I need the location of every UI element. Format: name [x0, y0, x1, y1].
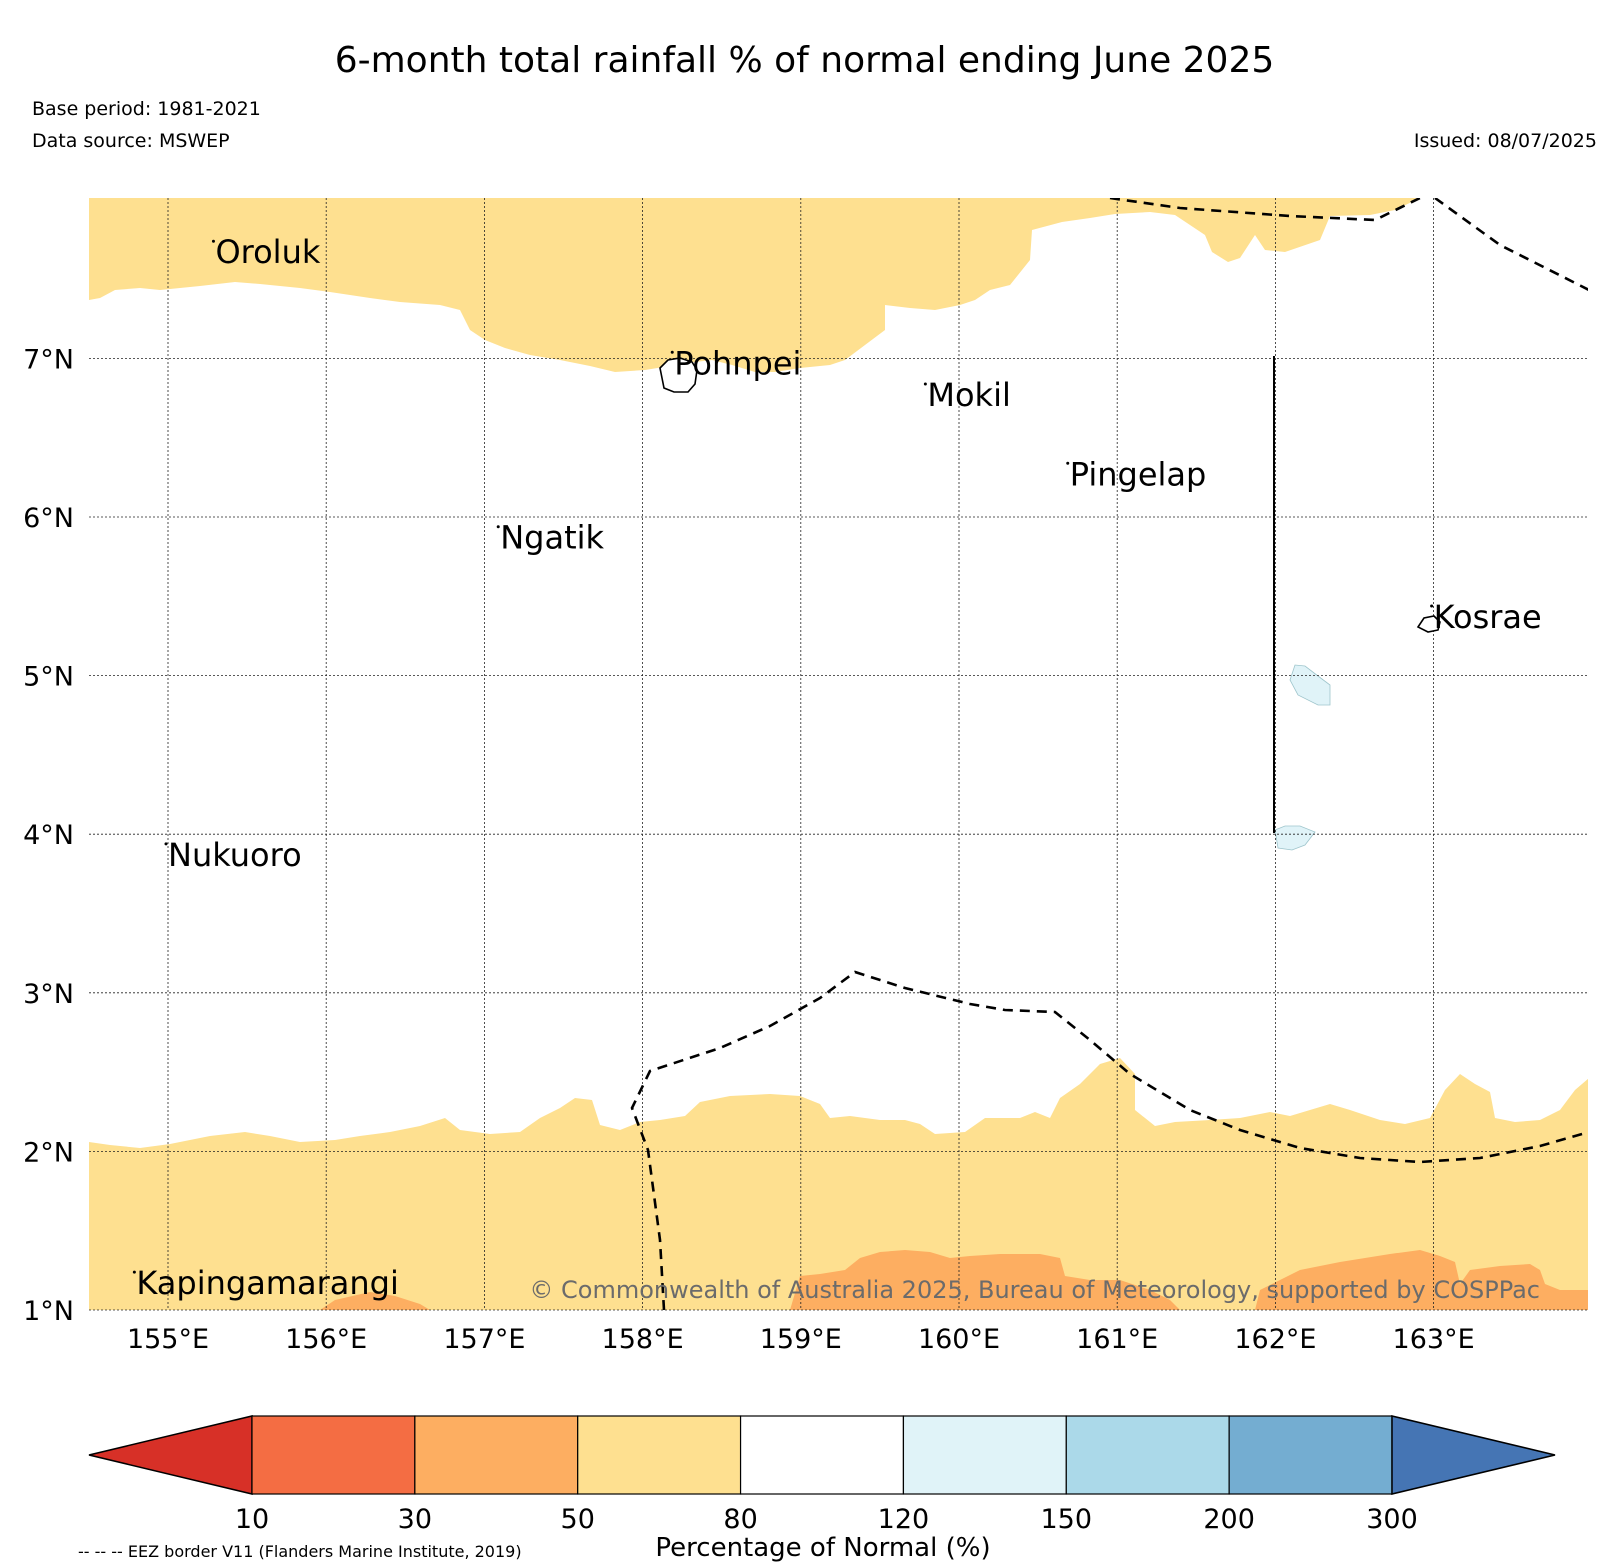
place-label-kapingamarangi: Kapingamarangi — [136, 1264, 398, 1302]
eez-borders — [630, 198, 1588, 1310]
kosrae-island — [1416, 615, 1441, 633]
island-marker — [164, 842, 168, 846]
south-drier-patch-east — [790, 1250, 1180, 1310]
lon-tick-label: 162°E — [1234, 1324, 1316, 1355]
lat-tick-label: 4°N — [23, 820, 74, 851]
wet-patch-upper — [1289, 664, 1331, 706]
legend-tick-label: 80 — [723, 1504, 757, 1535]
place-label-nukuoro: Nukuoro — [168, 836, 302, 874]
lon-tick-label: 156°E — [285, 1324, 367, 1355]
place-label-ngatik: Ngatik — [500, 519, 604, 557]
island-marker — [923, 382, 927, 386]
map-title: 6-month total rainfall % of normal endin… — [334, 40, 1275, 81]
south-drier-patch-west — [320, 1292, 430, 1310]
legend-tick-label: 200 — [1203, 1504, 1255, 1535]
place-labels: Oroluk Pohnpei Mokil Pingelap Ngatik Kosrae Nu… — [132, 233, 1542, 1302]
lat-tick-label: 5°N — [23, 662, 74, 693]
legend-tick-label: 150 — [1041, 1504, 1093, 1535]
eez-border-south — [630, 970, 1588, 1310]
copyright-text: © Commonwealth of Australia 2025, Bureau… — [529, 1276, 1540, 1304]
island-marker — [1430, 604, 1434, 608]
legend-swatch — [251, 1415, 416, 1495]
eez-border-northeast — [1434, 198, 1588, 291]
graticule — [89, 198, 1589, 1311]
legend-tick-label: 10 — [235, 1504, 269, 1535]
island-marker — [132, 1270, 136, 1274]
legend-swatch-above-300 — [1391, 1415, 1556, 1495]
lat-tick-label: 2°N — [23, 1137, 74, 1168]
legend-swatch — [739, 1415, 905, 1495]
longitude-labels: 155°E 156°E 157°E 158°E 159°E 160°E 161°E 162°E… — [127, 1324, 1475, 1355]
lon-tick-label: 157°E — [443, 1324, 525, 1355]
legend-swatch — [902, 1415, 1067, 1495]
pohnpei-island — [659, 357, 698, 393]
lat-tick-label: 1°N — [23, 1296, 74, 1327]
lon-tick-label: 155°E — [127, 1324, 209, 1355]
legend-tick-label: 50 — [561, 1504, 595, 1535]
legend-swatch — [1228, 1415, 1393, 1495]
island-outlines — [659, 357, 1441, 633]
lat-tick-label: 3°N — [23, 979, 74, 1010]
place-label-oroluk: Oroluk — [215, 233, 320, 271]
legend-swatch — [1065, 1415, 1230, 1495]
wet-patch-lower — [1274, 825, 1316, 851]
eez-note: -- -- -- EEZ border V11 (Flanders Marine… — [78, 1542, 522, 1561]
latitude-labels: 1°N 2°N 3°N 4°N 5°N 6°N 7°N — [23, 344, 74, 1327]
legend-swatch-below-10 — [88, 1415, 253, 1495]
legend-label: Percentage of Normal (%) — [655, 1533, 990, 1563]
rainfall-shading — [89, 198, 1588, 1310]
legend-swatch — [414, 1415, 579, 1495]
data-source: Data source: MSWEP — [32, 130, 230, 152]
legend-tick-label: 120 — [878, 1504, 930, 1535]
base-period: Base period: 1981-2021 — [32, 98, 261, 120]
issued-date: Issued: 08/07/2025 — [1413, 130, 1597, 152]
lon-tick-label: 160°E — [918, 1324, 1000, 1355]
place-label-mokil: Mokil — [927, 376, 1011, 414]
legend-tick-label: 30 — [398, 1504, 432, 1535]
island-marker — [1066, 461, 1070, 465]
legend-swatch — [577, 1415, 742, 1495]
island-marker — [211, 239, 215, 243]
island-marker — [670, 350, 674, 354]
lon-tick-label: 158°E — [602, 1324, 684, 1355]
lon-tick-label: 163°E — [1393, 1324, 1475, 1355]
place-label-kosrae: Kosrae — [1434, 598, 1542, 636]
lon-tick-label: 159°E — [760, 1324, 842, 1355]
south-drier-patch-far-east — [1255, 1250, 1588, 1310]
legend-tick-label: 300 — [1366, 1504, 1418, 1535]
lat-tick-label: 6°N — [23, 503, 74, 534]
north-dry-band — [89, 198, 1588, 372]
place-label-pingelap: Pingelap — [1070, 455, 1207, 493]
island-marker — [496, 525, 500, 529]
south-dry-band — [89, 1058, 1588, 1310]
place-label-pohnpei: Pohnpei — [674, 344, 801, 382]
legend-colorbar: 10 30 50 80 120 150 200 300 — [88, 1415, 1556, 1535]
lon-tick-label: 161°E — [1076, 1324, 1158, 1355]
lat-tick-label: 7°N — [23, 344, 74, 375]
